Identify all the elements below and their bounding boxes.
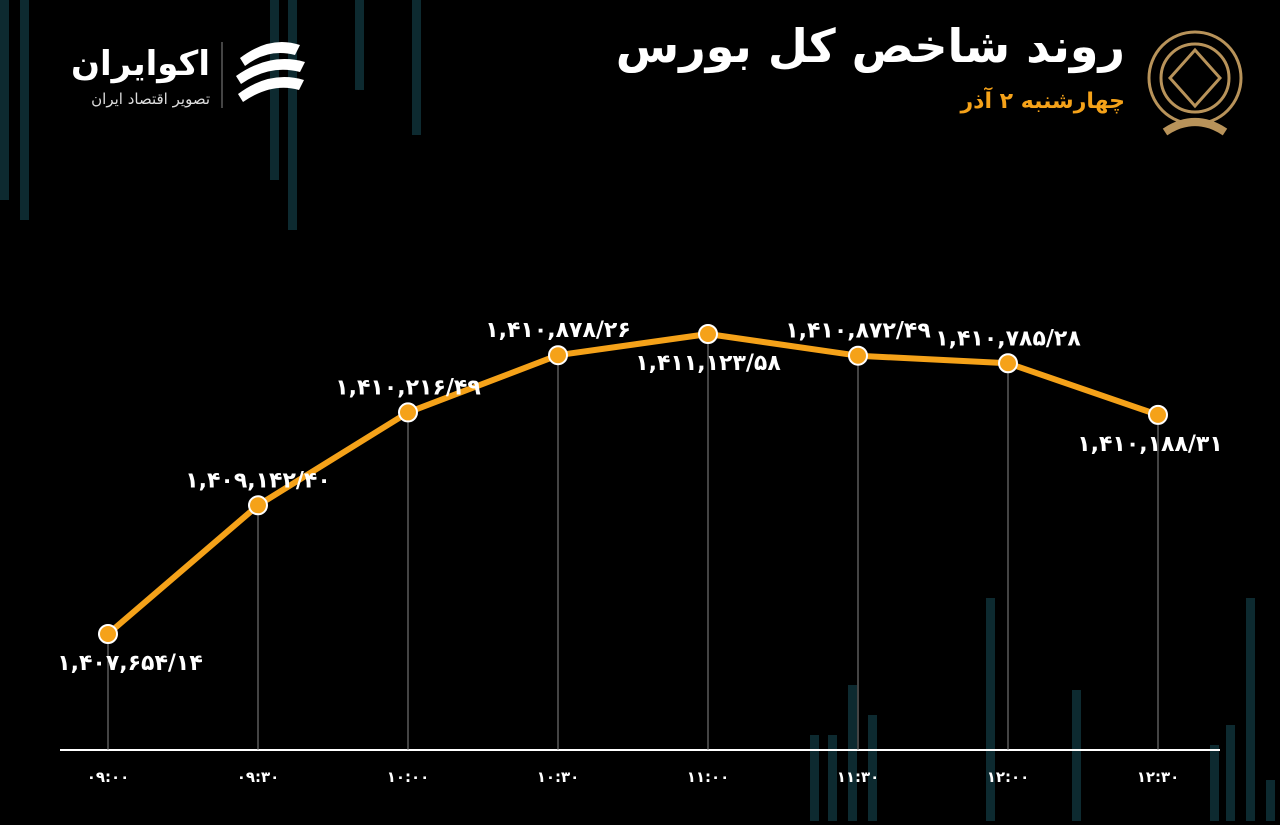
line (106, 331, 1159, 637)
x-tick-label: ۰۹:۳۰ (237, 768, 280, 786)
emblem (1147, 30, 1243, 136)
logo-mark (236, 41, 305, 102)
point (398, 402, 418, 423)
point (698, 324, 718, 344)
point (98, 624, 118, 644)
chart-subtitle: چهارشنبه ۲ آذر (960, 86, 1126, 114)
data-label: ۱,۴۱۰,۱۸۸/۳۱ (1077, 432, 1223, 457)
point (998, 353, 1018, 374)
logo-tagline: تصویر اقتصاد ایران (91, 90, 210, 108)
point (548, 345, 568, 366)
point (848, 345, 868, 366)
chart-title: روند شاخص کل بورس (616, 19, 1125, 73)
data-label: ۱,۴۱۰,۸۷۲/۴۹ (785, 319, 931, 344)
x-tick-label: ۱۰:۳۰ (537, 768, 580, 786)
data-label: ۱,۴۱۰,۷۸۵/۲۸ (935, 326, 1081, 351)
x-tick-label: ۰۹:۰۰ (87, 768, 130, 786)
data-label: ۱,۴۱۱,۱۲۳/۵۸ (635, 351, 781, 376)
x-tick-label: ۱۲:۰۰ (987, 768, 1030, 786)
logo-name: اکوایران (71, 44, 210, 84)
x-tick-label: ۱۱:۳۰ (837, 768, 880, 786)
point (1148, 404, 1168, 425)
x-tick-label: ۱۱:۰۰ (687, 768, 730, 786)
data-label: ۱,۴۰۷,۶۵۴/۱۴ (57, 651, 203, 676)
point (248, 495, 268, 516)
x-tick-label: ۱۰:۰۰ (387, 768, 430, 786)
x-tick-label: ۱۲:۳۰ (1137, 768, 1180, 786)
data-label: ۱,۴۱۰,۸۷۸/۲۶ (485, 318, 631, 343)
data-label: ۱,۴۰۹,۱۴۲/۴۰ (185, 468, 331, 493)
data-label: ۱,۴۱۰,۲۱۶/۴۹ (335, 375, 481, 400)
